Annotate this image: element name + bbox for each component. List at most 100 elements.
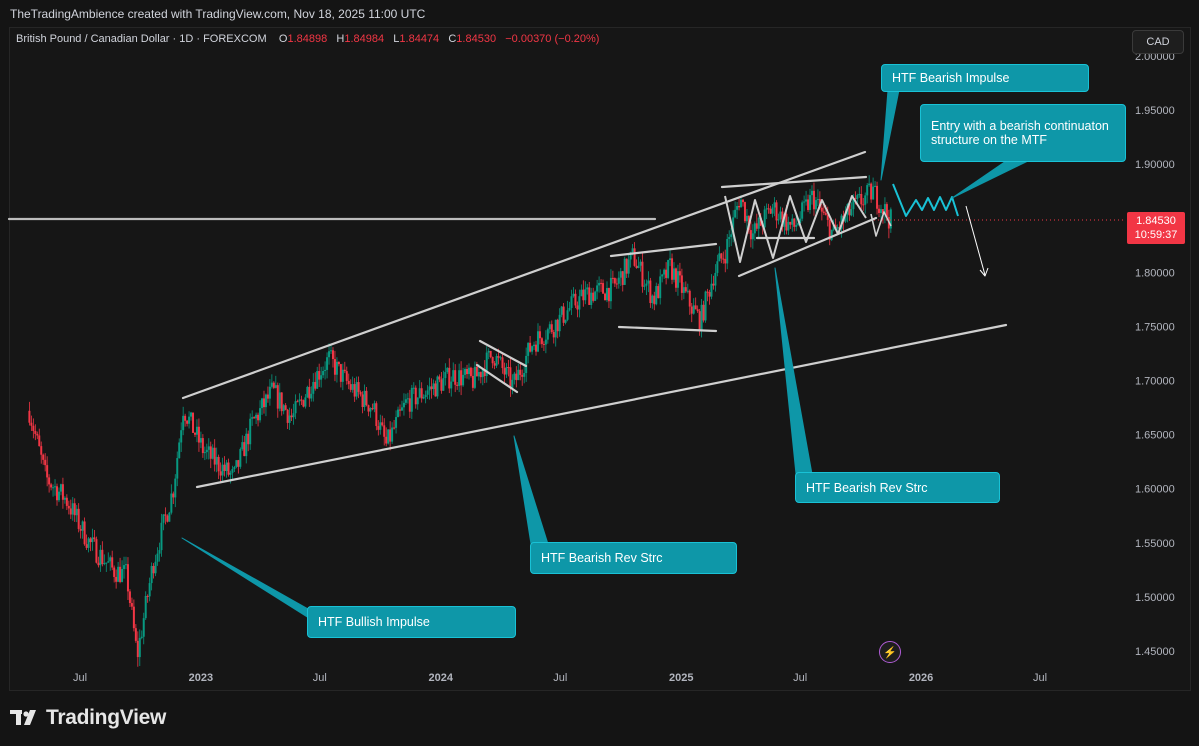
candle-body bbox=[542, 343, 545, 345]
candle-body bbox=[115, 576, 118, 582]
candle-body bbox=[607, 288, 610, 302]
candle-body bbox=[883, 204, 886, 215]
candle-body bbox=[111, 557, 114, 568]
currency-button[interactable]: CAD bbox=[1132, 30, 1184, 54]
candle-body bbox=[164, 514, 167, 516]
candle-body bbox=[75, 508, 78, 516]
candle-body bbox=[639, 261, 642, 266]
candle-body bbox=[223, 464, 226, 472]
candle-body bbox=[651, 295, 654, 304]
candle-body bbox=[349, 384, 352, 390]
candle-body bbox=[245, 433, 248, 457]
candle-body bbox=[190, 412, 193, 417]
candle-body bbox=[540, 338, 543, 344]
candle-body bbox=[858, 194, 861, 196]
candle-body bbox=[590, 292, 593, 305]
callout-htf-bearish-impulse[interactable]: HTF Bearish Impulse bbox=[881, 64, 1089, 92]
candle-body bbox=[142, 618, 145, 637]
candle-body bbox=[682, 287, 685, 293]
y-tick-label: 1.50000 bbox=[1135, 592, 1175, 604]
candle-body bbox=[456, 384, 459, 386]
candle-body bbox=[795, 224, 798, 227]
candle-body bbox=[166, 515, 169, 522]
candle-body bbox=[623, 258, 626, 285]
range-top-line[interactable] bbox=[609, 242, 718, 258]
candle-body bbox=[391, 427, 394, 442]
candle-body bbox=[197, 426, 200, 443]
candle-body bbox=[513, 373, 516, 380]
candle-body bbox=[424, 394, 427, 398]
candle-body bbox=[296, 401, 299, 403]
candle-body bbox=[803, 201, 806, 203]
structure-bottom-line[interactable] bbox=[737, 216, 878, 278]
candle-body bbox=[881, 209, 884, 215]
y-tick-label: 1.80000 bbox=[1135, 267, 1175, 279]
y-tick-label: 1.95000 bbox=[1135, 105, 1175, 117]
callout-entry-note[interactable]: Entry with a bearish continuaton structu… bbox=[920, 104, 1126, 162]
channel-upper-line[interactable] bbox=[181, 150, 867, 400]
channel-lower-line[interactable] bbox=[195, 323, 1008, 489]
x-axis: Jul 2023 Jul 2024 Jul 2025 Jul 2026 Jul bbox=[73, 672, 1047, 684]
callout-htf-bullish-impulse[interactable]: HTF Bullish Impulse bbox=[307, 606, 516, 638]
flag-line-lower[interactable] bbox=[475, 363, 519, 394]
candle-body bbox=[822, 211, 825, 213]
candle-body bbox=[113, 567, 116, 577]
candle-body bbox=[363, 390, 366, 408]
callout-htf-bearish-rev-strc-mid[interactable]: HTF Bearish Rev Strc bbox=[530, 542, 737, 574]
candle-body bbox=[499, 357, 502, 359]
candle-body bbox=[801, 202, 804, 219]
x-tick-label: 2026 bbox=[909, 672, 933, 684]
range-bottom-line[interactable] bbox=[617, 325, 718, 333]
candle-body bbox=[182, 415, 185, 431]
high-label: H bbox=[336, 33, 345, 45]
candle-body bbox=[785, 213, 788, 231]
pointer-htf-bearish-rev-strc-mid[interactable] bbox=[513, 435, 549, 545]
candle-body bbox=[158, 550, 161, 554]
projection-arrow[interactable] bbox=[965, 205, 986, 276]
candle-body bbox=[726, 239, 729, 264]
candle-body bbox=[48, 477, 51, 485]
symbol-name: British Pound / Canadian Dollar · 1D · F… bbox=[16, 33, 267, 45]
candle-body bbox=[32, 425, 35, 431]
pointer-htf-bullish-impulse[interactable] bbox=[181, 537, 313, 621]
candle-body bbox=[458, 370, 461, 386]
candle-body bbox=[481, 368, 484, 378]
candle-body bbox=[272, 382, 275, 388]
candle-body bbox=[826, 214, 829, 220]
lightning-icon[interactable]: ⚡ bbox=[879, 641, 901, 663]
structure-top-line[interactable] bbox=[720, 175, 868, 189]
candle-body bbox=[714, 272, 717, 286]
candle-body bbox=[712, 283, 715, 286]
candle-body bbox=[467, 367, 470, 375]
candle-body bbox=[150, 565, 153, 584]
candle-body bbox=[633, 248, 636, 266]
candle-body bbox=[529, 342, 532, 352]
candle-body bbox=[333, 359, 336, 375]
projection-zigzag[interactable] bbox=[892, 183, 959, 217]
candle-body bbox=[452, 370, 455, 382]
zigzag-small[interactable] bbox=[870, 211, 892, 237]
candle-body bbox=[864, 195, 867, 205]
callout-htf-bearish-rev-strc-right[interactable]: HTF Bearish Rev Strc bbox=[795, 472, 1000, 503]
projection-arrow-head[interactable] bbox=[979, 267, 989, 277]
tradingview-logo[interactable]: TradingView bbox=[10, 706, 166, 730]
candle-body bbox=[702, 304, 705, 321]
candle-body bbox=[138, 637, 141, 658]
candle-body bbox=[779, 211, 782, 220]
candle-body bbox=[497, 356, 500, 358]
candle-body bbox=[580, 289, 583, 297]
pointer-htf-bearish-impulse[interactable] bbox=[880, 89, 900, 181]
candle-body bbox=[172, 493, 175, 498]
flag-line-upper[interactable] bbox=[478, 339, 528, 368]
candle-body bbox=[71, 503, 74, 515]
candle-body bbox=[596, 285, 599, 292]
candle-body bbox=[199, 438, 202, 443]
candle-body bbox=[767, 208, 770, 210]
candle-body bbox=[351, 384, 354, 390]
candle-body bbox=[365, 390, 368, 406]
candle-body bbox=[611, 277, 614, 279]
candle-body bbox=[34, 430, 37, 434]
close-value: 1.84530 bbox=[456, 33, 497, 45]
zigzag-structure[interactable] bbox=[724, 195, 867, 263]
